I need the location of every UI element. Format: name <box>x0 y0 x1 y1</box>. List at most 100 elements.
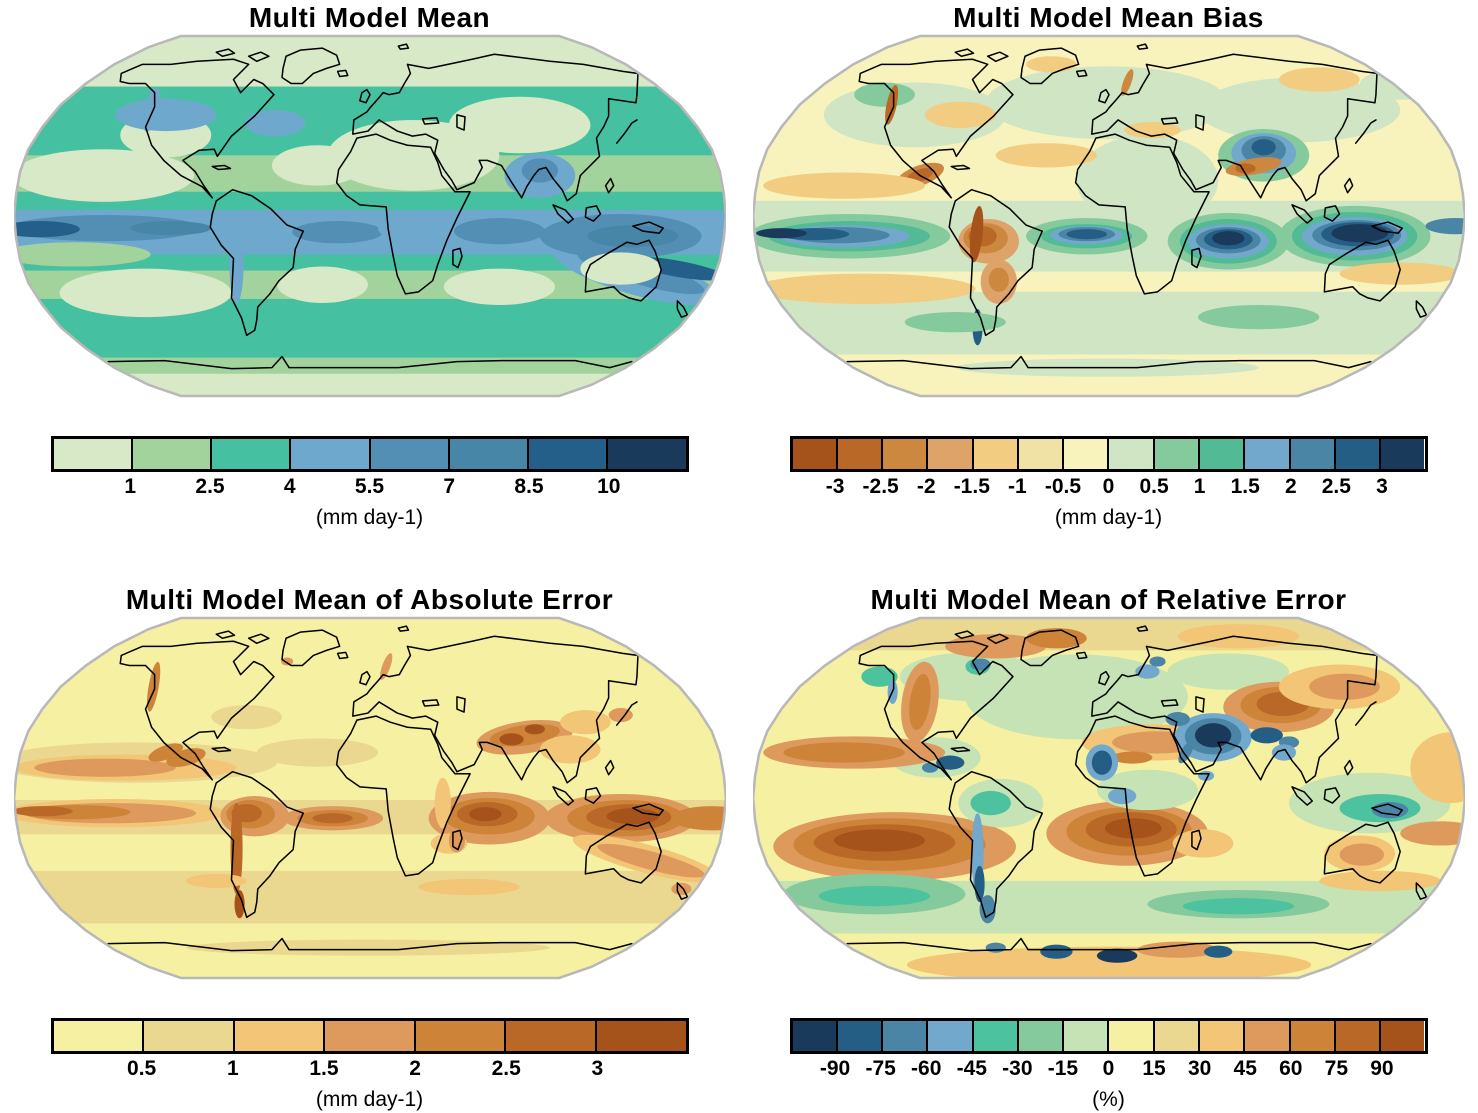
colorbar-tick-label: 15 <box>1142 1057 1166 1080</box>
colorbar-segment <box>1335 439 1382 469</box>
colorbar-segment <box>1109 439 1155 469</box>
colorbar-segment <box>973 1021 1019 1051</box>
colorbar-segment <box>132 439 212 469</box>
colorbar-tick-label: 45 <box>1233 1057 1257 1080</box>
colorbar-segment <box>1154 439 1201 469</box>
colorbar-tick-label: 1 <box>124 475 137 498</box>
colorbar-segment <box>973 439 1019 469</box>
field-layer <box>752 618 1465 978</box>
colorbar-segment <box>1290 439 1336 469</box>
colorbar-tick-label: 3 <box>1376 475 1388 498</box>
colorbar-tick-label: 60 <box>1279 1057 1303 1080</box>
colorbar-tick-label: -1.5 <box>953 475 990 498</box>
colorbar-segment <box>1064 439 1110 469</box>
colorbar-block-mean: 1 2.5 4 5.5 7 8.5 10 (mm day-1) <box>50 436 689 530</box>
colorbar-tick-label: 1.5 <box>309 1057 339 1080</box>
panel-mean-absolute-error: Multi Model Mean of Absolute Error <box>0 556 739 1113</box>
map-abs-error-svg <box>13 616 726 980</box>
colorbar-bias <box>789 436 1428 472</box>
colorbar-tick-label: 30 <box>1187 1057 1212 1080</box>
colorbar-tick-label: 2 <box>1284 475 1297 498</box>
colorbar-tick-label: 2.5 <box>1321 475 1351 498</box>
colorbar-tick-label: -60 <box>911 1057 942 1080</box>
colorbar-tick-label: 0 <box>1102 475 1115 498</box>
colorbar-segment <box>1109 1021 1155 1051</box>
colorbar-tick-label: 1.5 <box>1230 475 1260 498</box>
world-map-abs-error <box>13 616 726 980</box>
colorbar-tick-label: 0.5 <box>1139 475 1169 498</box>
colorbar-tick-label: 10 <box>597 475 621 498</box>
colorbar-tick-label: 2.5 <box>195 475 225 498</box>
colorbar-tick-label: -75 <box>865 1057 896 1080</box>
colorbar-segment <box>1335 1021 1382 1051</box>
colorbar-segment <box>1200 439 1246 469</box>
panel-mean-relative-error: Multi Model Mean of Relative Error <box>739 556 1478 1113</box>
colorbar-segment <box>792 439 838 469</box>
colorbar-segment <box>1154 1021 1201 1051</box>
colorbar-segment <box>1290 1021 1336 1051</box>
colorbar-segment <box>883 439 929 469</box>
colorbar-segment <box>291 439 371 469</box>
colorbar-mean <box>50 436 689 472</box>
colorbar-tick-label: -45 <box>956 1057 987 1080</box>
colorbar-tick-label: 2 <box>409 1057 421 1080</box>
colorbar-tick-label: -30 <box>1002 1057 1033 1080</box>
colorbar-segment <box>325 1021 416 1051</box>
colorbar-segment <box>415 1021 507 1051</box>
world-map-rel-error <box>752 616 1465 980</box>
colorbar-tick-label: 0 <box>1102 1057 1115 1080</box>
colorbar-tick-label: 8.5 <box>514 475 544 498</box>
colorbar-block-bias: -3 -2.5 -2 -1.5 -1 -0.5 0 0.5 1 1.5 2 2.5 3 (mm day-… <box>789 436 1428 530</box>
colorbar-tick-label: -90 <box>819 1057 851 1080</box>
colorbar-segment <box>792 1021 838 1051</box>
colorbar-tick-label: 4 <box>283 475 296 498</box>
colorbar-ticks-abs-error: 0.5 1 1.5 2 2.5 3 <box>51 1057 689 1087</box>
colorbar-unit: (%) <box>1092 1088 1125 1111</box>
colorbar-segment <box>608 439 686 469</box>
colorbar-unit: (mm day-1) <box>315 506 424 529</box>
colorbar-block-rel-error: -90 -75 -60 -45 -30 -15 0 15 30 45 60 75 90 (%) <box>789 1018 1428 1112</box>
colorbar-segment <box>144 1021 235 1051</box>
colorbar-tick-label: -2 <box>916 475 936 498</box>
colorbar-segment <box>1381 439 1425 469</box>
panel-title: Multi Model Mean <box>248 2 491 33</box>
colorbar-segment <box>928 1021 974 1051</box>
colorbar-segment <box>212 439 292 469</box>
panel-title: Multi Model Mean Bias <box>953 2 1264 33</box>
colorbar-segment <box>1245 1021 1291 1051</box>
field-layer <box>13 618 726 978</box>
colorbar-tick-label: 0.5 <box>127 1057 157 1080</box>
colorbar-tick-label: 3 <box>591 1057 604 1080</box>
map-rel-error-svg <box>752 616 1465 980</box>
colorbar-segment <box>234 1021 326 1051</box>
colorbar-tick-label: -1 <box>1008 475 1027 498</box>
colorbar-ticks-mean: 1 2.5 4 5.5 7 8.5 10 <box>51 475 689 505</box>
colorbar-ticks-bias: -3 -2.5 -2 -1.5 -1 -0.5 0 0.5 1 1.5 2 2.5 3 <box>790 475 1428 505</box>
field-layer <box>752 36 1465 396</box>
colorbar-tick-label: -0.5 <box>1044 475 1082 498</box>
colorbar-unit: (mm day-1) <box>1054 506 1163 529</box>
colorbar-segment <box>53 439 133 469</box>
colorbar-rel-error <box>789 1018 1428 1054</box>
panel-title: Multi Model Mean of Relative Error <box>870 584 1347 615</box>
colorbar-segment <box>1064 1021 1110 1051</box>
colorbar-abs-error <box>50 1018 689 1054</box>
colorbar-tick-label: -15 <box>1047 1057 1079 1080</box>
colorbar-segment <box>370 439 450 469</box>
colorbar-tick-label: 2.5 <box>491 1057 521 1080</box>
colorbar-segment <box>837 439 884 469</box>
colorbar-tick-label: 75 <box>1324 1057 1349 1080</box>
panel-multi-model-mean: Multi Model Mean <box>0 0 739 556</box>
colorbar-segment <box>1200 1021 1246 1051</box>
colorbar-segment <box>53 1021 145 1051</box>
colorbar-unit: (mm day-1) <box>315 1088 424 1111</box>
colorbar-tick-label: -3 <box>825 475 845 498</box>
colorbar-segment <box>883 1021 929 1051</box>
colorbar-tick-label: 90 <box>1370 1057 1394 1080</box>
colorbar-segment <box>1018 1021 1065 1051</box>
world-map-bias <box>752 34 1465 398</box>
colorbar-ticks-rel-error: -90 -75 -60 -45 -30 -15 0 15 30 45 60 75 90 <box>790 1057 1428 1087</box>
map-mean-svg <box>13 34 726 398</box>
colorbar-segment <box>596 1021 686 1051</box>
colorbar-segment <box>928 439 974 469</box>
